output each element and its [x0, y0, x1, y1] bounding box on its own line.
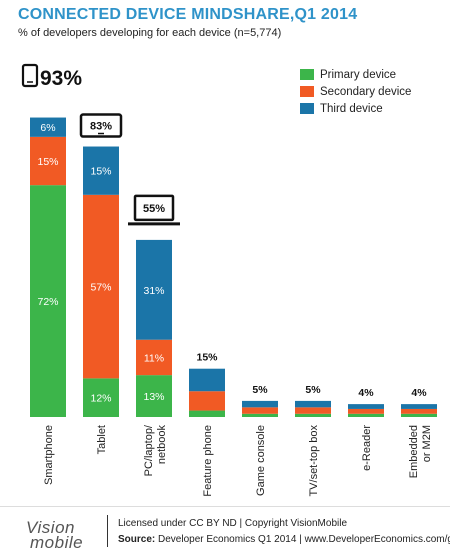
bar-segment — [295, 407, 331, 414]
legend-swatch-primary — [300, 69, 314, 80]
category-label: PC/laptop/netbook — [143, 424, 168, 476]
footer-separator — [107, 515, 108, 547]
bar-segment — [189, 368, 225, 392]
legend-swatch-secondary — [300, 86, 314, 97]
bar-segment — [242, 407, 278, 414]
segment-value-label: 31% — [143, 285, 164, 297]
total-label: 93% — [40, 67, 82, 90]
segment-value-label: 57% — [90, 282, 111, 294]
source-value: Developer Economics Q1 2014 | www.Develo… — [155, 534, 450, 545]
bar-segment — [295, 413, 331, 417]
segment-value-label: 12% — [90, 393, 111, 405]
license-text: Licensed under CC BY ND | Copyright Visi… — [118, 518, 348, 529]
bar-segment — [83, 378, 119, 417]
bar-segment — [401, 408, 437, 414]
bar-segment — [295, 400, 331, 408]
category-label-line: Game console — [255, 425, 267, 496]
tablet-icon — [79, 113, 123, 138]
category-label-line: or M2M — [421, 425, 433, 462]
category-label-line: netbook — [156, 425, 168, 465]
category-label: e-Reader — [361, 425, 373, 471]
category-label: Tablet — [96, 425, 108, 454]
total-label: 5% — [252, 384, 268, 396]
segment-value-label: 15% — [37, 156, 58, 168]
category-label-line: PC/laptop/ — [143, 424, 155, 476]
bar-segment — [401, 404, 437, 409]
bar-segment — [136, 239, 172, 340]
category-label: Game console — [255, 425, 267, 496]
category-label: Feature phone — [202, 425, 214, 497]
segment-value-label: 6% — [40, 122, 55, 134]
bar-segment — [136, 375, 172, 417]
legend-item-third: Third device — [300, 100, 411, 117]
category-label-line: e-Reader — [361, 425, 373, 471]
legend-item-primary: Primary device — [300, 66, 411, 83]
logo-text-top: Vision — [26, 518, 75, 537]
category-label: TV/set-top box — [308, 425, 320, 497]
legend-swatch-third — [300, 103, 314, 114]
bar-segment — [348, 413, 384, 417]
legend-label-primary: Primary device — [320, 68, 397, 81]
bar-segment — [242, 413, 278, 417]
total-label: 83% — [90, 121, 112, 133]
category-label-line: TV/set-top box — [308, 425, 320, 497]
bar-segment — [401, 413, 437, 417]
chart-subtitle: % of developers developing for each devi… — [18, 27, 282, 39]
bar-segment — [30, 117, 66, 137]
laptop-icon — [133, 194, 175, 222]
category-label: Smartphone — [43, 425, 55, 485]
segment-value-label: 15% — [90, 166, 111, 178]
stacked-bar-chart: 72% 15% 6% 93% Smartphone 12% 57% 15% 83% Tablet 1… — [21, 63, 437, 497]
category-label-line: Smartphone — [43, 425, 55, 485]
footer-divider — [0, 506, 450, 507]
segment-value-label: 11% — [144, 352, 164, 364]
bar-segment — [83, 146, 119, 195]
segment-value-label: 72% — [37, 296, 58, 308]
logo-text-bottom: mobile — [30, 533, 84, 552]
chart-title: CONNECTED DEVICE MINDSHARE,Q1 2014 — [18, 6, 358, 23]
segment-value-label: 13% — [143, 391, 164, 403]
legend-label-secondary: Secondary device — [320, 85, 412, 98]
category-label-line: Tablet — [96, 425, 108, 454]
bar-segment — [348, 408, 384, 414]
bar-segment — [83, 194, 119, 379]
bar-segment — [189, 391, 225, 411]
source-label: Source: — [118, 534, 156, 545]
legend-item-secondary: Secondary device — [300, 83, 411, 100]
bar-segment — [30, 136, 66, 186]
category-label-line: Feature phone — [202, 425, 214, 497]
source-text: Source: Developer Economics Q1 2014 | ww… — [118, 534, 450, 545]
visionmobile-logo: Vision mobile — [26, 518, 84, 552]
total-label: 15% — [196, 352, 218, 364]
category-label-line: Embedded — [408, 425, 420, 478]
total-label: 4% — [358, 387, 374, 399]
legend-label-third: Third device — [320, 102, 383, 115]
bar-segment — [242, 400, 278, 408]
smartphone-icon — [21, 63, 39, 88]
total-label: 4% — [411, 387, 427, 399]
bar-segment — [348, 404, 384, 409]
bar-segment — [189, 410, 225, 417]
bar-segment — [136, 339, 172, 376]
legend: Primary device Secondary device Third de… — [300, 66, 411, 117]
category-label: Embeddedor M2M — [408, 425, 433, 478]
total-label: 5% — [305, 384, 321, 396]
total-label: 55% — [143, 203, 165, 215]
bar-segment — [30, 185, 66, 417]
